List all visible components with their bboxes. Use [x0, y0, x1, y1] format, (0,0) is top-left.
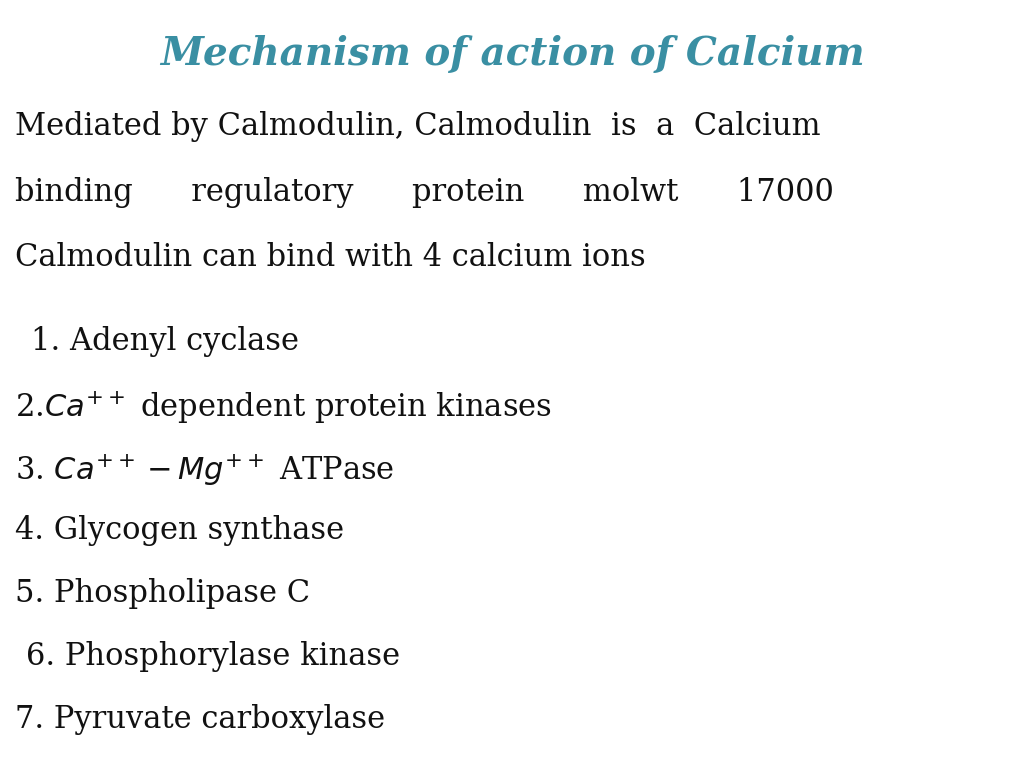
Text: 4. Glycogen synthase: 4. Glycogen synthase: [15, 515, 344, 546]
Text: Mediated by Calmodulin, Calmodulin  is  a  Calcium: Mediated by Calmodulin, Calmodulin is a …: [15, 111, 821, 142]
Text: Mechanism of action of Calcium: Mechanism of action of Calcium: [160, 35, 864, 72]
Text: 7. Pyruvate carboxylase: 7. Pyruvate carboxylase: [15, 704, 385, 735]
Text: 6. Phosphorylase kinase: 6. Phosphorylase kinase: [26, 641, 399, 672]
Text: 3. $\mathit{Ca}^{++} - \mathit{Mg}^{++}$ ATPase: 3. $\mathit{Ca}^{++} - \mathit{Mg}^{++}$…: [15, 452, 395, 488]
Text: 5. Phospholipase C: 5. Phospholipase C: [15, 578, 310, 609]
Text: 1. Adenyl cyclase: 1. Adenyl cyclase: [31, 326, 299, 357]
Text: 2.$\mathit{Ca}^{++}$ dependent protein kinases: 2.$\mathit{Ca}^{++}$ dependent protein k…: [15, 389, 552, 425]
Text: Calmodulin can bind with 4 calcium ions: Calmodulin can bind with 4 calcium ions: [15, 242, 646, 273]
Text: binding      regulatory      protein      molwt      17000: binding regulatory protein molwt 17000: [15, 177, 835, 207]
